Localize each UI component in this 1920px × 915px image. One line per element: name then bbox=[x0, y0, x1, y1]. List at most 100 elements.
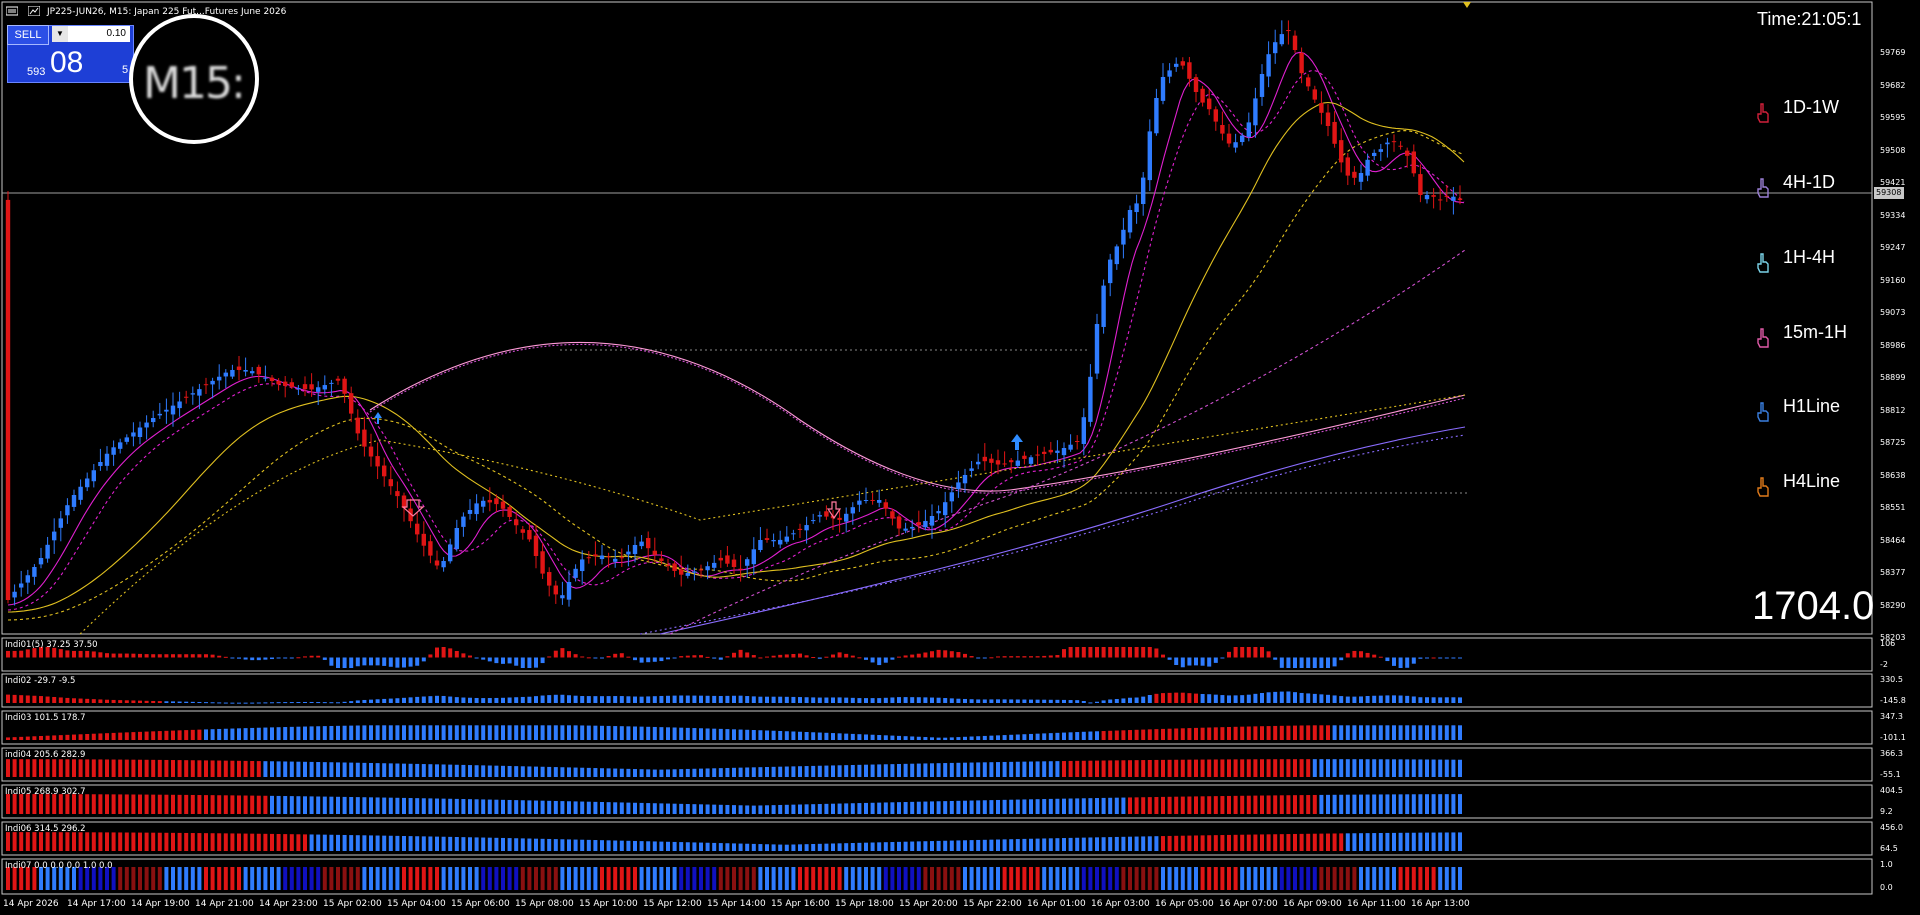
sell-price-main[interactable]: 08 bbox=[50, 46, 84, 79]
indicator-bar bbox=[1260, 726, 1264, 740]
indicator-bar bbox=[765, 844, 769, 851]
indicator-bar bbox=[1392, 867, 1396, 890]
hand-pointer-icon[interactable] bbox=[1756, 328, 1770, 350]
indicator-bar bbox=[1319, 794, 1324, 814]
candle-body bbox=[1339, 140, 1344, 163]
indicator-bar bbox=[1293, 833, 1297, 851]
indicator-bar bbox=[250, 833, 255, 851]
candle-body bbox=[1022, 455, 1027, 459]
indicator-bar bbox=[289, 867, 294, 890]
indicator-bar bbox=[1161, 759, 1165, 777]
indicator-bar bbox=[606, 867, 611, 890]
indicator-bar bbox=[151, 731, 156, 740]
indicator-bar bbox=[567, 695, 571, 703]
indicator-bar bbox=[923, 841, 928, 851]
indicator-bar bbox=[943, 650, 948, 658]
indicator-bar bbox=[428, 654, 433, 658]
indicator-bar bbox=[903, 867, 908, 890]
indicator-bar bbox=[1121, 797, 1126, 814]
indicator-bar bbox=[98, 733, 103, 740]
indicator-bar bbox=[679, 803, 684, 814]
indicator-bar bbox=[1438, 794, 1443, 814]
indicator-bar bbox=[831, 765, 835, 777]
indicator-bar bbox=[1332, 759, 1337, 777]
indicator-bar bbox=[1378, 832, 1383, 851]
indicator-bar bbox=[1306, 795, 1311, 814]
indicator-pane bbox=[1, 858, 1873, 895]
indicator-bar bbox=[1009, 867, 1014, 890]
indicator-bar bbox=[1161, 654, 1165, 658]
indicator-bar bbox=[1154, 797, 1159, 814]
indicator-bar bbox=[547, 725, 552, 740]
indicator-bar bbox=[1081, 647, 1086, 658]
indicator-bar bbox=[1273, 759, 1278, 777]
timeframe-label[interactable]: H1Line bbox=[1783, 396, 1841, 416]
chevron-down-icon[interactable]: ▼ bbox=[52, 26, 68, 42]
indicator-bar bbox=[1418, 657, 1423, 659]
indicator-bar bbox=[1015, 656, 1020, 658]
candle-body bbox=[65, 505, 70, 516]
indicator-bar bbox=[1372, 759, 1377, 777]
indicator-bar bbox=[672, 803, 677, 814]
indicator-bar bbox=[309, 867, 314, 890]
indicator-bar bbox=[204, 654, 208, 658]
candle-body bbox=[863, 500, 869, 501]
indicator-bar bbox=[428, 836, 433, 851]
timeframe-label[interactable]: 1H-4H bbox=[1783, 247, 1836, 267]
window-menu-icon[interactable] bbox=[5, 6, 19, 19]
indicator-bar bbox=[388, 763, 393, 777]
timeframe-label[interactable]: H4Line bbox=[1783, 471, 1841, 491]
chart-type-icon[interactable] bbox=[27, 5, 41, 19]
indicator-bar bbox=[844, 803, 849, 814]
lot-size-input[interactable]: 0.10 bbox=[52, 26, 130, 42]
hand-pointer-icon[interactable] bbox=[1756, 477, 1770, 499]
timeframe-label[interactable]: 15m-1H bbox=[1783, 322, 1848, 342]
indicator-bar bbox=[1438, 867, 1443, 890]
indicator-bar bbox=[699, 867, 703, 890]
indicator-bar bbox=[646, 803, 651, 814]
indicator-bar bbox=[1194, 693, 1198, 703]
indicator-bar bbox=[1075, 798, 1080, 814]
indicator-bar bbox=[382, 867, 387, 890]
indicator-bar bbox=[223, 728, 228, 740]
indicator-bar bbox=[877, 867, 882, 890]
hand-pointer-icon[interactable] bbox=[1756, 402, 1770, 424]
timeframe-label[interactable]: 1D-1W bbox=[1783, 97, 1840, 117]
indicator-bar bbox=[824, 697, 829, 703]
indicator-bar bbox=[197, 833, 202, 851]
indicator-label: Indi02 -29.7 -9.5 bbox=[5, 676, 76, 686]
indicator-bar bbox=[105, 867, 109, 890]
hand-pointer-icon[interactable] bbox=[1756, 253, 1770, 275]
candle-body bbox=[256, 366, 261, 375]
indicator-bar bbox=[560, 725, 565, 740]
hand-pointer-icon[interactable] bbox=[1756, 103, 1770, 125]
indicator-bar bbox=[646, 657, 651, 663]
indicator-pane bbox=[1, 637, 1873, 672]
indicator-bar bbox=[1207, 657, 1212, 667]
indicator-bar bbox=[1220, 759, 1225, 777]
timeframe-label[interactable]: 4H-1D bbox=[1783, 172, 1836, 192]
candle-body bbox=[758, 540, 763, 551]
indicator-bar bbox=[105, 653, 109, 658]
indicator-bar bbox=[606, 768, 611, 777]
indicator-bar bbox=[1114, 730, 1119, 740]
sell-button[interactable]: SELL bbox=[7, 25, 49, 45]
candle-body bbox=[1345, 157, 1350, 176]
candle-body bbox=[784, 536, 789, 542]
indicator-bar bbox=[784, 766, 789, 777]
indicator-bar bbox=[1220, 835, 1225, 851]
hand-pointer-icon[interactable] bbox=[1756, 178, 1770, 200]
candle-body bbox=[599, 555, 605, 560]
indicator-bar bbox=[19, 650, 24, 658]
indicator-bar bbox=[1154, 729, 1159, 740]
indicator-bar bbox=[963, 867, 967, 890]
indicator-bar bbox=[890, 842, 895, 851]
indicator-bar bbox=[540, 838, 545, 851]
indicator-bar bbox=[1385, 832, 1390, 851]
indicator-bar bbox=[1075, 837, 1080, 851]
indicator-bar bbox=[454, 867, 459, 890]
candle-body bbox=[52, 531, 57, 541]
indicator-bar bbox=[930, 867, 934, 890]
candle-body bbox=[929, 516, 935, 526]
